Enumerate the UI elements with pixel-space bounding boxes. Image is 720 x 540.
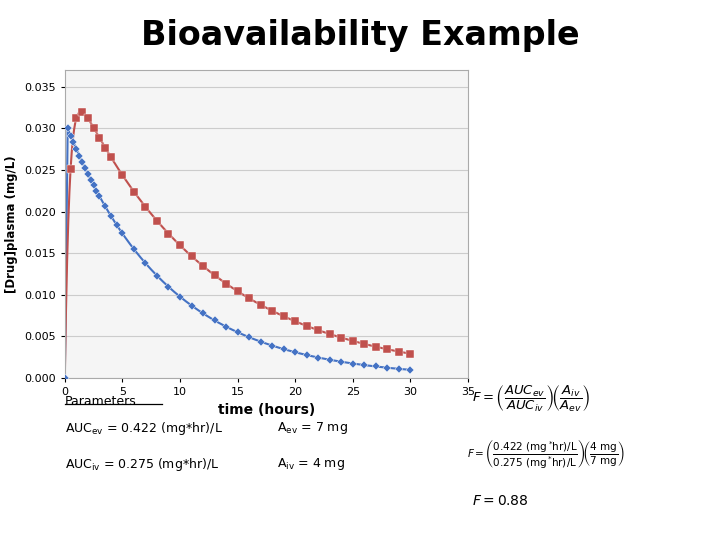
Y-axis label: [Drug]plasma (mg/L): [Drug]plasma (mg/L)	[6, 156, 19, 293]
Text: Bioavailability Example: Bioavailability Example	[140, 19, 580, 52]
X-axis label: time (hours): time (hours)	[217, 403, 315, 416]
Text: AUC$_{\mathregular{iv}}$ = 0.275 (mg*hr)/L: AUC$_{\mathregular{iv}}$ = 0.275 (mg*hr)…	[65, 456, 219, 473]
Text: A$_{\mathregular{ev}}$ = 7 mg: A$_{\mathregular{ev}}$ = 7 mg	[277, 420, 348, 436]
Text: Parameters: Parameters	[65, 395, 137, 408]
Text: $F = \left(\dfrac{AUC_{ev}}{AUC_{iv}}\right)\!\left(\dfrac{A_{iv}}{A_{ev}}\right: $F = \left(\dfrac{AUC_{ev}}{AUC_{iv}}\ri…	[472, 383, 590, 414]
Text: AUC$_{\mathregular{ev}}$ = 0.422 (mg*hr)/L: AUC$_{\mathregular{ev}}$ = 0.422 (mg*hr)…	[65, 420, 222, 437]
Text: $F = \left(\dfrac{0.422\ \mathrm{(mg^*\!hr)/L}}{0.275\ \mathrm{(mg^*\!hr)/L}}\ri: $F = \left(\dfrac{0.422\ \mathrm{(mg^*\!…	[467, 437, 625, 470]
Text: $F = 0.88$: $F = 0.88$	[472, 494, 528, 508]
Text: A$_{\mathregular{iv}}$ = 4 mg: A$_{\mathregular{iv}}$ = 4 mg	[277, 456, 345, 472]
